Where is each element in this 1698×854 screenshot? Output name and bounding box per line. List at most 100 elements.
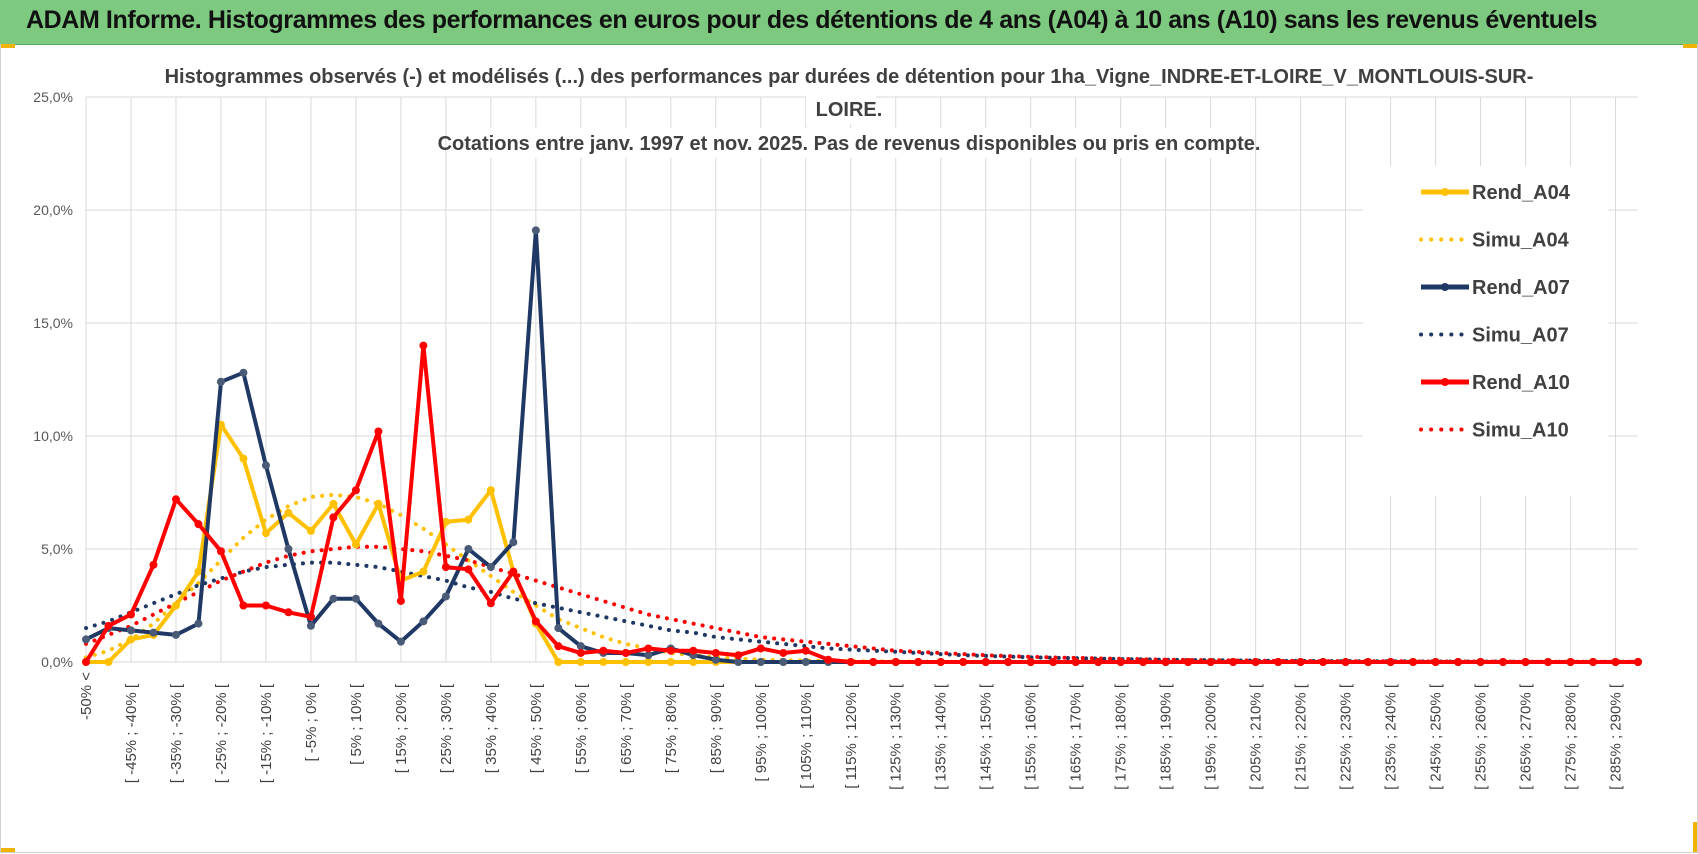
data-point-Rend_A10: [531, 617, 540, 626]
data-point-Rend_A10: [1094, 658, 1103, 666]
data-point-Rend_A07: [531, 226, 540, 235]
data-point-Rend_A10: [621, 648, 630, 657]
legend-marker-Rend_A07: [1441, 283, 1449, 291]
data-point-Rend_A10: [1634, 658, 1642, 666]
x-tick-label: [ 85% ; 90% [: [708, 683, 725, 773]
x-tick-label: [ -45% ; -40% [: [123, 683, 140, 783]
data-point-Rend_A04: [599, 658, 608, 666]
data-point-Rend_A04: [239, 454, 248, 463]
data-point-Rend_A10: [1499, 658, 1508, 666]
data-point-Rend_A04: [171, 601, 180, 610]
data-point-Rend_A10: [1454, 658, 1463, 666]
data-point-Rend_A07: [194, 619, 203, 628]
data-point-Rend_A04: [104, 658, 113, 666]
data-point-Rend_A10: [1611, 658, 1620, 666]
data-point-Rend_A10: [554, 642, 563, 651]
x-tick-label: [ 35% ; 40% [: [483, 683, 500, 773]
data-point-Rend_A10: [486, 599, 495, 608]
data-point-Rend_A10: [1004, 658, 1013, 666]
data-point-Rend_A10: [82, 658, 90, 666]
data-point-Rend_A10: [464, 565, 473, 574]
x-tick-label: [ -15% ; -10% [: [258, 683, 275, 783]
data-point-Rend_A10: [1049, 658, 1058, 666]
x-tick-label: [ 155% ; 160% [: [1023, 683, 1040, 790]
x-tick-label: [ 5% ; 10% [: [348, 683, 365, 765]
data-point-Rend_A04: [576, 658, 585, 666]
data-point-Rend_A07: [419, 617, 428, 626]
legend-label-Rend_A04: Rend_A04: [1472, 182, 1571, 204]
data-point-Rend_A10: [779, 648, 788, 657]
x-tick-label: [ -35% ; -30% [: [168, 683, 185, 783]
x-tick-label: [ 285% ; 290% [: [1608, 683, 1625, 790]
x-tick-label: [ 215% ; 220% [: [1293, 683, 1310, 790]
x-tick-label: [ 235% ; 240% [: [1383, 683, 1400, 790]
corner-marker: [1, 44, 15, 48]
data-point-Rend_A07: [374, 619, 383, 628]
x-tick-label: [ 65% ; 70% [: [618, 683, 635, 773]
data-point-Rend_A04: [306, 526, 315, 535]
x-tick-label: [ -5% ; 0% [: [303, 683, 320, 761]
data-point-Rend_A04: [666, 658, 675, 666]
data-point-Rend_A10: [374, 427, 383, 436]
data-point-Rend_A07: [171, 630, 180, 639]
data-point-Rend_A10: [599, 646, 608, 655]
data-point-Rend_A10: [171, 495, 180, 504]
chart-area: Histogrammes observés (-) et modélisés (…: [0, 44, 1698, 853]
data-point-Rend_A07: [801, 658, 810, 666]
data-point-Rend_A10: [1161, 658, 1170, 666]
data-point-Rend_A10: [1184, 658, 1193, 666]
data-point-Rend_A10: [1206, 658, 1215, 666]
data-point-Rend_A04: [621, 658, 630, 666]
title-background: [451, 128, 1231, 158]
x-tick-label: [ 105% ; 110% [: [798, 683, 815, 789]
data-point-Rend_A04: [554, 658, 563, 666]
x-tick-label: [ 275% ; 280% [: [1563, 683, 1580, 790]
x-tick-label: [ 185% ; 190% [: [1158, 683, 1175, 790]
title-background: [806, 94, 876, 124]
data-point-Rend_A10: [1341, 658, 1350, 666]
x-tick-label: [ 245% ; 250% [: [1428, 683, 1445, 790]
corner-marker: [1, 848, 15, 852]
data-point-Rend_A10: [1364, 658, 1373, 666]
x-tick-label: [ 255% ; 260% [: [1473, 683, 1490, 790]
chart-title-line: Cotations entre janv. 1997 et nov. 2025.…: [438, 133, 1261, 155]
data-point-Rend_A10: [981, 658, 990, 666]
data-point-Rend_A10: [1071, 658, 1080, 666]
data-point-Rend_A10: [959, 658, 968, 666]
data-point-Rend_A04: [261, 529, 270, 538]
data-point-Rend_A07: [756, 658, 765, 666]
data-point-Rend_A10: [194, 520, 203, 529]
data-point-Rend_A10: [801, 646, 810, 655]
data-point-Rend_A04: [194, 567, 203, 576]
data-point-Rend_A10: [914, 658, 923, 666]
data-point-Rend_A04: [329, 499, 338, 508]
data-point-Rend_A07: [509, 538, 518, 547]
x-tick-label: [ -25% ; -20% [: [213, 683, 230, 783]
data-point-Rend_A10: [1274, 658, 1283, 666]
banner-title: ADAM Informe. Histogrammes des performan…: [26, 6, 1598, 34]
legend-label-Rend_A07: Rend_A07: [1472, 277, 1570, 299]
x-tick-label: -50% <: [78, 672, 95, 720]
data-point-Rend_A07: [306, 621, 315, 630]
data-point-Rend_A10: [1229, 658, 1238, 666]
x-tick-label: [ 265% ; 270% [: [1518, 683, 1535, 790]
x-tick-label: [ 15% ; 20% [: [393, 683, 410, 773]
data-point-Rend_A10: [329, 513, 338, 522]
data-point-Rend_A07: [239, 368, 248, 377]
data-point-Rend_A07: [779, 658, 788, 666]
banner: ADAM Informe. Histogrammes des performan…: [0, 0, 1698, 45]
data-point-Rend_A10: [1589, 658, 1598, 666]
data-point-Rend_A10: [284, 608, 293, 617]
corner-marker: [1693, 822, 1697, 852]
legend-marker-Rend_A04: [1441, 188, 1449, 196]
data-point-Rend_A10: [1296, 658, 1305, 666]
data-point-Rend_A07: [441, 592, 450, 601]
data-point-Rend_A07: [464, 545, 473, 553]
x-tick-label: [ 175% ; 180% [: [1113, 683, 1130, 790]
x-tick-label: [ 25% ; 30% [: [438, 683, 455, 773]
data-point-Rend_A07: [644, 651, 653, 660]
data-point-Rend_A10: [396, 596, 405, 605]
data-point-Rend_A04: [419, 567, 428, 576]
data-point-Rend_A07: [329, 594, 338, 603]
data-point-Rend_A10: [734, 651, 743, 660]
